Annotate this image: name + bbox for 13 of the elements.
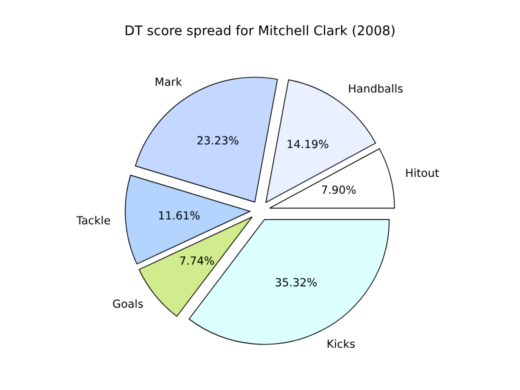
- data-label: 7.74%: [180, 256, 214, 265]
- chart-title: DT score spread for Mitchell Clark (2008): [126, 25, 394, 38]
- slice-label: Tackle: [76, 216, 110, 224]
- slice-label: Goals: [112, 299, 143, 308]
- slice-label: Kicks: [328, 339, 355, 348]
- data-label: 23.23%: [197, 136, 238, 145]
- slice-label: Hitout: [406, 168, 439, 178]
- slice-label: Mark: [156, 77, 182, 86]
- data-label: 7.90%: [322, 185, 356, 194]
- slice-label: Handballs: [349, 84, 403, 93]
- data-label: 35.32%: [276, 278, 317, 286]
- data-label: 14.19%: [288, 140, 328, 148]
- data-label: 11.61%: [159, 211, 200, 220]
